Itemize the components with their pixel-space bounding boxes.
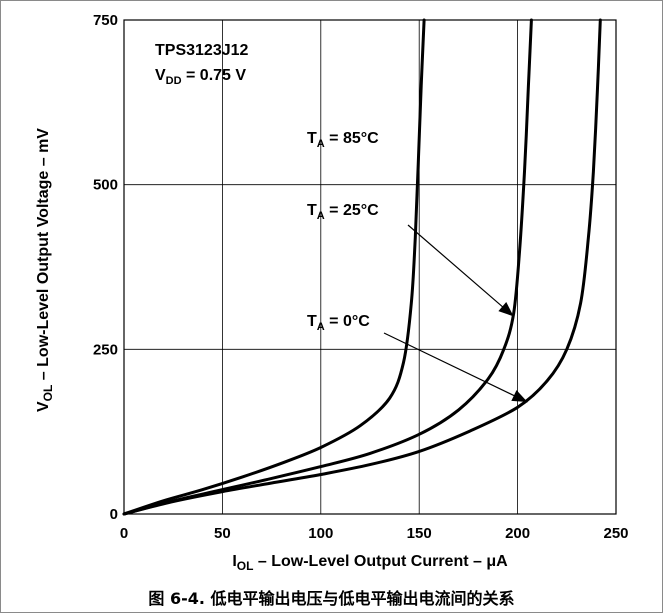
supply-voltage-annotation: VDD = 0.75 V [155, 67, 246, 87]
y-tick-label: 750 [93, 12, 118, 29]
chart: 0 50 100 150 200 250 0 250 500 750 TPS3123J12 VDD… [35, 12, 629, 573]
series-label-0c: TA = 0°C [307, 313, 370, 333]
series-group [122, 18, 602, 516]
y-tick-label: 250 [93, 341, 118, 358]
series-line-25c [122, 18, 533, 516]
series-line-0c [122, 18, 602, 516]
series-label-85c: TA = 85°C [307, 130, 379, 150]
plot-area [123, 19, 617, 515]
grid [124, 20, 616, 514]
figure-caption: 图 6-4. 低电平输出电压与低电平输出电流间的关系 [148, 589, 515, 608]
device-name-annotation: TPS3123J12 [155, 42, 249, 59]
arrow-0c-line [383, 332, 528, 403]
arrow-25c-line [407, 224, 515, 317]
label-arrows [383, 224, 528, 403]
y-axis-label: VOL – Low-Level Output Voltage – mV [35, 128, 55, 412]
x-axis-label: IOL – Low-Level Output Current – μA [232, 553, 508, 573]
x-tick-label: 250 [603, 525, 628, 542]
arrow-25c-head [498, 302, 514, 317]
tick-labels: 0 50 100 150 200 250 0 250 500 750 [93, 12, 629, 542]
arrow-0c-head [511, 390, 528, 403]
y-tick-label: 0 [110, 506, 118, 523]
x-tick-label: 200 [505, 525, 530, 542]
series-line-85c [122, 18, 426, 516]
x-tick-label: 150 [407, 525, 432, 542]
x-tick-label: 50 [214, 525, 231, 542]
x-tick-label: 0 [120, 525, 128, 542]
y-tick-label: 500 [93, 177, 118, 194]
series-label-25c: TA = 25°C [307, 202, 379, 222]
x-tick-label: 100 [308, 525, 333, 542]
